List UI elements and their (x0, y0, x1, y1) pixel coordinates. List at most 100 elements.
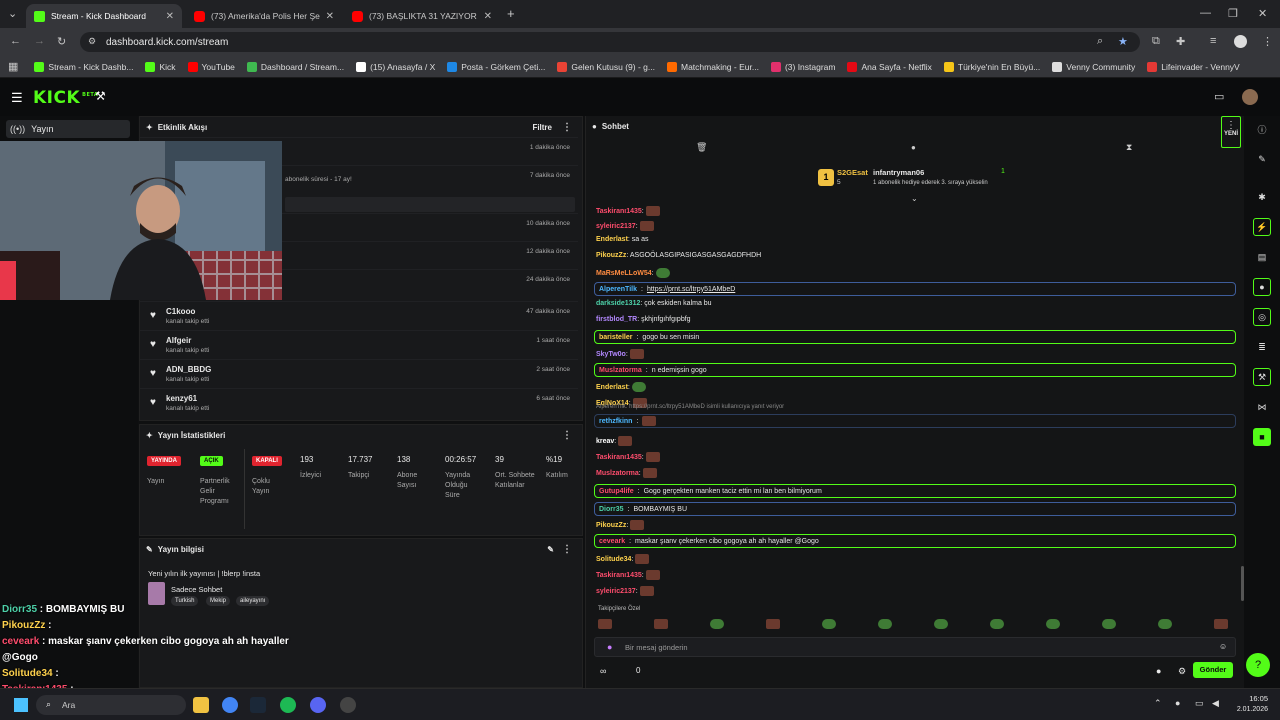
chat-username[interactable]: syleiric2137 (596, 587, 636, 595)
tab-list-icon[interactable]: ⌄ (8, 8, 18, 20)
chat-username[interactable]: PikouzZz (596, 521, 627, 529)
discord-icon[interactable] (310, 697, 326, 713)
broadcast-icon[interactable]: ◎ (1253, 308, 1271, 326)
reload-icon[interactable]: ↻ (57, 36, 67, 48)
chat-username[interactable]: AlperenTilk (599, 285, 637, 293)
emote-icon[interactable] (639, 586, 654, 596)
chat-username[interactable]: Enderlast (596, 383, 628, 391)
chat-username[interactable]: Muslzatorma (599, 366, 642, 374)
apps-icon[interactable]: ▦ (8, 61, 19, 73)
emoji-icon[interactable]: ☺ (1219, 642, 1228, 651)
bookmark-item[interactable]: Matchmaking - Eur... (661, 61, 765, 72)
chat-username[interactable]: Muslzatorma (596, 469, 639, 477)
chat-settings-icon[interactable]: ● (1156, 666, 1162, 676)
bookmark-item[interactable]: Stream - Kick Dashb... (28, 61, 139, 72)
new-tab-button[interactable]: + (507, 6, 515, 21)
emote-icon[interactable] (934, 619, 948, 629)
chrome-icon[interactable] (222, 697, 238, 713)
hourglass-icon[interactable]: ⧗ (1126, 142, 1133, 152)
emote-icon[interactable] (618, 436, 633, 446)
window-icon[interactable]: ▭ (1214, 91, 1225, 103)
emote-icon[interactable] (878, 619, 892, 629)
reply-preview[interactable]: AlperenTilk: https://prnt.sc/ltrpy51AMbe… (596, 404, 785, 410)
emote-icon[interactable] (635, 554, 650, 564)
hamburger-menu-icon[interactable]: ☰ (11, 90, 23, 105)
tab-kick-dashboard[interactable]: Stream - Kick Dashboard ✕ (26, 4, 182, 28)
minimize-icon[interactable]: — (1200, 7, 1211, 19)
leader-name[interactable]: S2GEsat (837, 168, 868, 177)
lightning-icon[interactable]: ⚡ (1253, 218, 1271, 236)
media-icon[interactable]: ≡ (1210, 35, 1217, 47)
chat-username[interactable]: Enderlast (596, 236, 628, 243)
emote-icon[interactable] (645, 452, 660, 462)
chat-username[interactable]: baristeller (599, 333, 633, 341)
layers-icon[interactable]: ≣ (1258, 341, 1266, 352)
chat-username[interactable]: syleiric2137 (596, 222, 636, 230)
pin-icon[interactable]: ✦ (146, 430, 153, 440)
more-options-icon[interactable]: ⋮ (562, 121, 572, 133)
emote-icon[interactable] (1158, 619, 1172, 629)
emote-icon[interactable] (1046, 619, 1060, 629)
extension-icon[interactable]: ⧉ (1152, 35, 1160, 47)
emote-icon[interactable] (631, 382, 646, 392)
steam-icon[interactable] (250, 697, 266, 713)
chevron-up-icon[interactable]: ⌃ (1154, 698, 1162, 708)
emote-icon[interactable] (642, 468, 657, 478)
hammer-icon[interactable]: ⚒ (95, 89, 106, 103)
bookmark-item[interactable]: Lifeinvader - VennyV (1141, 61, 1245, 72)
pencil-icon[interactable]: ✎ (1258, 153, 1266, 164)
message-input[interactable]: ● Bir mesaj gönderin ☺ (594, 637, 1236, 657)
zero-counter[interactable]: 0 (636, 666, 641, 675)
emote-icon[interactable] (645, 570, 660, 580)
info-icon[interactable]: ⓘ (1257, 124, 1267, 135)
bookmark-item[interactable]: Gelen Kutusu (9) - g... (551, 61, 661, 72)
zoom-icon[interactable]: ⌕ (1097, 35, 1104, 47)
close-icon[interactable]: ✕ (325, 10, 334, 22)
chat-username[interactable]: kreav (596, 437, 615, 445)
chat-menu-button[interactable]: ⋮ YENİ (1221, 116, 1241, 148)
trash-icon[interactable]: 🗑 (696, 142, 708, 152)
chat-scrollbar[interactable] (1241, 566, 1244, 601)
bookmark-item[interactable]: (15) Anasayfa / X (350, 61, 441, 72)
forward-icon[interactable]: → (34, 35, 45, 47)
gifter-name[interactable]: infantryman06 (873, 168, 925, 177)
tab-youtube-2[interactable]: (73) BAŞLIKTA 31 YAZIYOR LAN ✕ (344, 4, 500, 28)
obs-icon[interactable] (340, 697, 356, 713)
bookmark-item[interactable]: Türkiye'nin En Büyü... (938, 61, 1046, 72)
site-info-icon[interactable]: ⚙ (88, 36, 97, 46)
share-icon[interactable]: ⋈ (1257, 401, 1267, 412)
more-options-icon[interactable]: ⋮ (562, 543, 572, 555)
chat-bubble-icon[interactable]: ● (1253, 278, 1271, 296)
emote-icon[interactable] (990, 619, 1004, 629)
volume-icon[interactable]: ◀ (1212, 698, 1219, 708)
chat-username[interactable]: PikouzZz (596, 252, 627, 259)
category-thumbnail[interactable] (148, 582, 165, 605)
bookmark-item[interactable]: YouTube (182, 61, 241, 72)
chat-username[interactable]: SkyTw0o (596, 350, 626, 358)
close-icon[interactable]: ✕ (483, 10, 492, 22)
emote-icon[interactable] (1102, 619, 1116, 629)
file-explorer-icon[interactable] (193, 697, 209, 713)
chat-username[interactable]: EqlNoX14 (596, 399, 629, 407)
emote-icon[interactable] (632, 398, 647, 408)
emote-icon[interactable] (630, 520, 645, 530)
clock-date[interactable]: 2.01.2026 (1236, 706, 1268, 713)
emote-icon[interactable] (645, 206, 660, 216)
wrench-icon[interactable]: ✎ (146, 544, 153, 554)
emote-icon[interactable] (639, 221, 654, 231)
edit-icon[interactable]: ✎ (547, 544, 554, 554)
chat-username[interactable]: firstblod_TR (596, 316, 638, 323)
chat-username[interactable]: ceveark (599, 537, 626, 545)
back-icon[interactable]: ← (10, 35, 21, 47)
chat-text[interactable]: https://prnt.sc/ltrpy51AMbeD (646, 285, 736, 293)
infinity-counter[interactable]: ∞ (600, 666, 607, 676)
bookmark-item[interactable]: (3) Instagram (765, 61, 842, 72)
tag[interactable]: Turkish (171, 596, 199, 606)
chat-username[interactable]: Taskiranı1435 (596, 453, 642, 461)
menu-icon[interactable]: ⋮ (1262, 36, 1273, 48)
bug-icon[interactable]: ✱ (1258, 191, 1266, 202)
emote-icon[interactable] (655, 268, 670, 278)
chat-username[interactable]: rethzfkinn (599, 417, 633, 425)
chat-username[interactable]: Taskiranı1435 (596, 207, 642, 215)
puzzle-icon[interactable]: ✚ (1176, 36, 1186, 48)
